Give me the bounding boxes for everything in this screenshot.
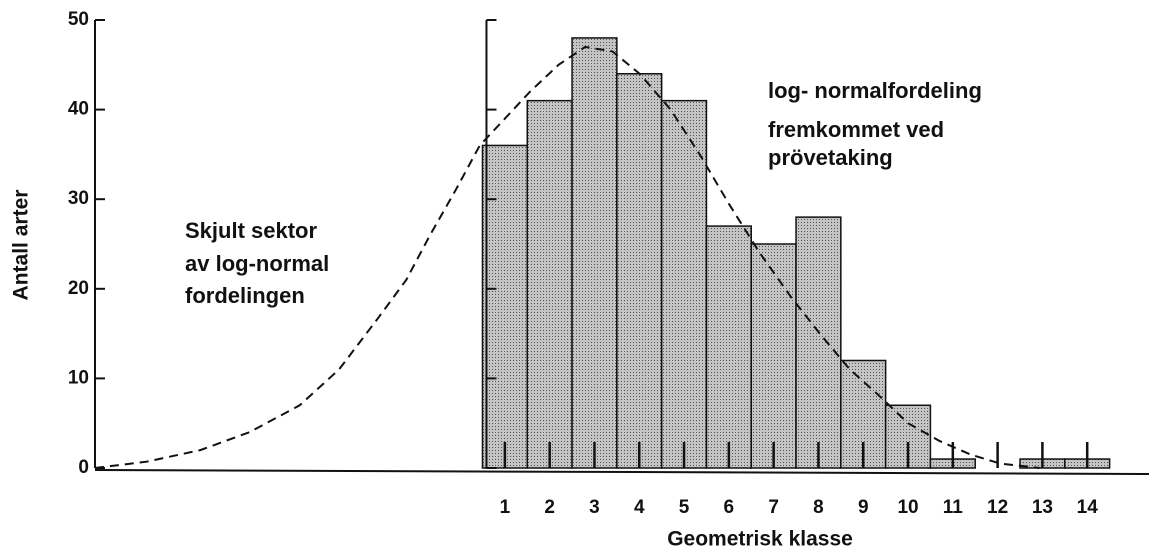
bar bbox=[705, 225, 752, 469]
x-tick-label: 8 bbox=[813, 497, 824, 518]
x-tick-label: 9 bbox=[858, 497, 869, 518]
x-tick-label: 13 bbox=[1032, 497, 1053, 518]
x-tick-label: 10 bbox=[897, 497, 918, 518]
annotation: fremkommet ved bbox=[768, 117, 944, 142]
bar bbox=[571, 37, 618, 469]
bar bbox=[750, 243, 797, 469]
x-tick-label: 7 bbox=[768, 497, 779, 518]
annotation: log- normalfordeling bbox=[768, 78, 982, 103]
annotation: fordelingen bbox=[185, 283, 305, 308]
x-tick-label: 4 bbox=[634, 497, 645, 518]
bar bbox=[616, 73, 663, 469]
bar bbox=[526, 99, 573, 469]
x-tick-label: 5 bbox=[679, 497, 690, 518]
annotation: av log-normal bbox=[185, 251, 329, 276]
y-tick-label: 10 bbox=[68, 367, 89, 388]
y-tick-label: 40 bbox=[68, 99, 89, 120]
annotation: prövetaking bbox=[768, 145, 893, 170]
bar bbox=[481, 144, 529, 469]
x-tick-label: 1 bbox=[500, 497, 511, 518]
y-tick-label: 30 bbox=[68, 188, 89, 209]
x-tick-label: 3 bbox=[589, 497, 600, 518]
y-axis-title: Antall arter bbox=[10, 190, 33, 301]
x-tick-label: 2 bbox=[544, 497, 555, 518]
log-normal-curve bbox=[94, 45, 1040, 469]
x-tick-label: 14 bbox=[1077, 497, 1099, 518]
x-axis-title: Geometrisk klasse bbox=[667, 528, 853, 551]
y-tick-label: 20 bbox=[68, 278, 89, 299]
y-tick-label: 0 bbox=[78, 457, 89, 478]
x-tick-label: 6 bbox=[724, 497, 735, 518]
annotation: Skjult sektor bbox=[185, 218, 317, 243]
bar bbox=[660, 99, 708, 469]
x-axis bbox=[94, 469, 1149, 475]
x-tick-label: 12 bbox=[987, 497, 1008, 518]
x-tick-label: 11 bbox=[943, 497, 964, 518]
bar bbox=[795, 216, 842, 469]
y-tick-label: 50 bbox=[68, 9, 89, 30]
